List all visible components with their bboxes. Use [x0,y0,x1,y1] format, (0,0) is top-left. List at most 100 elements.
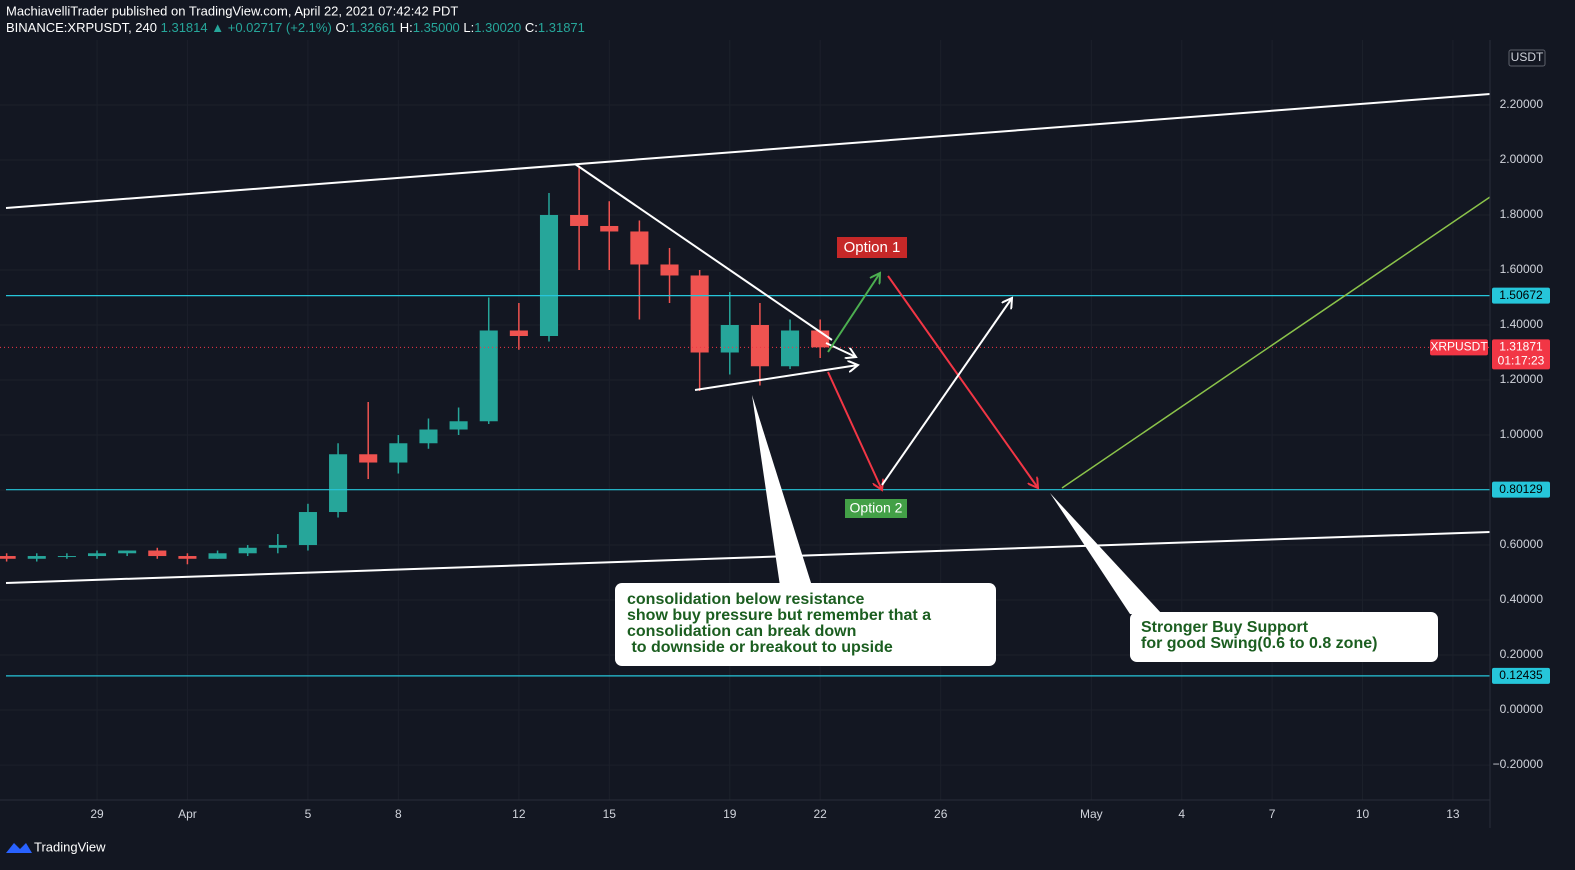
candle-body [298,512,317,546]
x-tick-label: 8 [395,807,402,821]
o: 1.32661 [349,20,396,35]
channel-bottom [5,531,1491,584]
x-tick-label: 13 [1446,807,1460,821]
x-tick-label: 15 [603,807,617,821]
candle-body [660,264,679,276]
y-tick-label: 0.00000 [1500,702,1544,716]
candle-body [630,231,649,265]
note-line: consolidation can break down [627,623,856,640]
trend-line [1061,196,1491,489]
candle-body [449,421,468,430]
candle-body [118,550,137,554]
callout-pointer [1050,493,1162,614]
candle-body [479,330,498,422]
publisher: MachiavelliTrader published on TradingVi… [6,3,458,18]
ohlc-legend: BINANCE:XRPUSDT, 240 1.31814 ▲ +0.02717 … [6,20,585,35]
change: ▲ +0.02717 (+2.1%) [211,20,332,35]
y-tick-label: 0.40000 [1500,592,1544,606]
level-label: 1.50672 [1499,288,1543,302]
candle-body [720,324,739,353]
y-tick-label: 0.20000 [1500,647,1544,661]
level-tag [1492,667,1550,684]
candle-body [600,225,619,232]
level-tag [1492,287,1550,304]
y-tick-label: 1.40000 [1500,317,1544,331]
symbol: BINANCE:XRPUSDT, 240 [6,20,157,35]
candle-body [690,275,709,353]
level-label: 0.80129 [1499,482,1543,496]
triangle-bottom [694,365,858,391]
candle-body [27,556,46,559]
y-tick-label: 2.00000 [1500,152,1544,166]
candle-body [750,324,769,367]
channel-top [5,93,1491,209]
drawings [5,93,1491,584]
y-tick-label: 0.60000 [1500,537,1544,551]
x-tick-label: 29 [90,807,104,821]
candle-body [329,454,348,513]
x-tick-label: 5 [305,807,312,821]
plot [0,165,1490,677]
grid [0,40,1490,800]
l: 1.30020 [474,20,521,35]
symbol-tag-label: XRPUSDT [1430,340,1488,354]
candle-body [509,330,528,336]
price: 1.31814 [161,20,208,35]
callout [615,583,996,666]
x-tick-label: 26 [934,807,948,821]
option-box [837,237,907,258]
h-label: H: [400,20,413,35]
x-tick-label: 12 [512,807,526,821]
candle-body [87,553,107,557]
symbol-tag [1430,339,1488,356]
x-tick-label: 10 [1356,807,1370,821]
y-tick-label: 1.60000 [1500,262,1544,276]
note-line: show buy pressure but remember that a [627,607,931,624]
level-label: 0.12435 [1499,668,1543,682]
y-tick-label: 2.20000 [1500,97,1544,111]
arrow [887,275,1038,488]
candle-body [419,429,438,444]
candle-body [781,330,800,367]
arrow [881,298,1012,486]
candle-body [570,214,589,226]
brand: TradingView [34,839,106,854]
x-tick-label: 19 [723,807,737,821]
x-tick-label: 4 [1178,807,1185,821]
logo [6,843,32,853]
x-tick-label: Apr [178,807,197,821]
candle-body [148,550,167,557]
option-label: Option 2 [850,500,903,516]
candle-body [208,553,227,559]
arrow [827,273,880,353]
candle-body [389,443,408,463]
note-line: for good Swing(0.6 to 0.8 zone) [1141,635,1377,652]
price-tag-label: 1.31871 [1499,340,1543,354]
candle-body [539,214,559,336]
c-label: C: [525,20,538,35]
candle-body [359,454,378,463]
y-tick-label: 1.20000 [1500,372,1544,386]
y-tick-label: 1.80000 [1500,207,1544,221]
c: 1.31871 [538,20,585,35]
candle-body [57,556,76,558]
note-line: to downside or breakout to upside [627,639,893,656]
price-tag [1492,339,1550,370]
arrow [827,371,882,490]
countdown: 01:17:23 [1498,354,1545,368]
callout-pointer [752,395,812,586]
axes: −0.20000 0.00000 0.20000 0.40000 0.60000 0.80… [90,97,1550,821]
y-tick-label: −0.20000 [1493,757,1544,771]
currency: USDT [1511,50,1544,64]
arrow [825,342,856,357]
x-tick-label: May [1080,807,1103,821]
x-tick-label: 22 [813,807,827,821]
candle-body [268,545,287,548]
candle-body [178,556,197,559]
y-tick-label: 1.00000 [1500,427,1544,441]
o-label: O: [335,20,349,35]
note-line: consolidation below resistance [627,591,864,608]
h: 1.35000 [413,20,460,35]
triangle-top [574,163,833,341]
